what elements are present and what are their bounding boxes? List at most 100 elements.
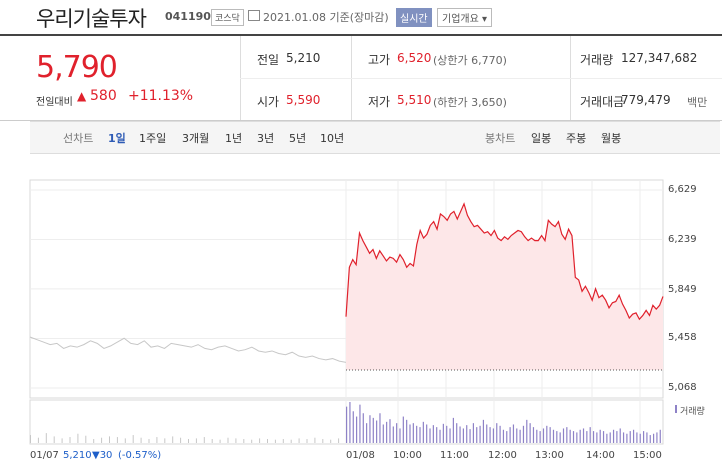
volume-bar — [416, 425, 418, 443]
tab-daily-candle[interactable]: 일봉 — [531, 132, 552, 145]
up-arrow-icon: ▲ — [77, 89, 87, 103]
volume-bar — [376, 420, 378, 443]
tab-monthly-candle[interactable]: 월봉 — [601, 132, 622, 145]
volume-bar — [469, 429, 471, 443]
tab-10year[interactable]: 10년 — [320, 132, 345, 145]
y-tick: 6,239 — [668, 234, 697, 245]
volume-bar — [496, 423, 498, 443]
volume-bar — [148, 439, 150, 443]
volume-bar — [569, 429, 571, 443]
volume-bar — [549, 427, 551, 443]
volume-bar — [396, 423, 398, 443]
volume-bar — [164, 438, 166, 443]
volume-bar — [656, 432, 658, 443]
market-badge: 코스닥 — [211, 9, 244, 26]
today-area-fill — [346, 203, 663, 370]
volume-bar — [502, 429, 505, 443]
volume-bar — [649, 435, 651, 443]
volume-bar — [499, 425, 501, 443]
volume-bar — [519, 429, 521, 443]
volume-bar — [456, 423, 458, 443]
tab-weekly-candle[interactable]: 주봉 — [566, 132, 587, 145]
volume-bar — [602, 431, 605, 443]
volume-bar — [532, 427, 535, 443]
stock-header: 우리기술투자 041190 코스닥 2021.01.08 기준(장마감) 실시간… — [0, 0, 722, 36]
volume-bar — [636, 432, 638, 443]
candle-chart-label: 봉차트 — [485, 132, 516, 145]
volume-bar — [616, 431, 618, 443]
volume-bar — [188, 439, 189, 443]
y-tick: 5,458 — [668, 332, 697, 343]
volume-bar — [399, 428, 401, 443]
tab-3year[interactable]: 3년 — [257, 132, 275, 145]
volume-bar — [486, 424, 488, 443]
volume-bar — [156, 437, 158, 443]
x-tick: 11:00 — [440, 450, 469, 461]
volume-bar — [274, 439, 276, 443]
volume-bar — [509, 427, 511, 443]
volume-bar — [652, 433, 655, 443]
volume-bar — [30, 435, 31, 443]
volume-bar — [432, 425, 434, 443]
volume-bar — [622, 432, 625, 443]
chart-period-tabs: 선차트 1일 1주일 3개월 1년 3년 5년 10년 봉차트 일봉 주봉 월봉 — [30, 121, 720, 154]
volume-bar — [612, 429, 615, 443]
volume-bar — [346, 406, 348, 443]
volume-bar — [382, 424, 384, 443]
volume-bar — [330, 439, 332, 443]
volume-bar — [132, 435, 134, 443]
volume-bars — [30, 402, 677, 443]
volume-bar — [412, 423, 414, 443]
change-value: 580 — [90, 88, 117, 104]
high-label: 고가 — [368, 53, 391, 67]
volume-bar — [429, 428, 431, 443]
volume-bar — [195, 438, 197, 443]
volume-bar — [659, 429, 661, 443]
price-summary: 5,790 전일대비 ▲ 580 +11.13% — [0, 36, 722, 121]
volume-bar — [579, 429, 581, 443]
tab-5year[interactable]: 5년 — [289, 132, 307, 145]
volume-bar — [211, 439, 213, 443]
volume-bar — [101, 437, 103, 443]
volume-bar — [576, 432, 578, 443]
volume-bar — [476, 427, 478, 443]
realtime-button[interactable]: 실시간 — [396, 8, 432, 27]
tab-1week[interactable]: 1주일 — [139, 132, 167, 145]
open-value: 5,590 — [286, 93, 321, 107]
volume-bar — [632, 429, 635, 443]
volume-bar — [219, 439, 221, 443]
tab-1year[interactable]: 1년 — [225, 132, 243, 145]
volume-bar — [203, 437, 205, 443]
volume-bar — [596, 432, 598, 443]
volume-bar — [251, 439, 253, 443]
volume-bar — [406, 419, 408, 443]
volume-bar — [314, 437, 316, 443]
high-value: 6,520 — [397, 51, 432, 65]
divider — [240, 78, 722, 79]
volume-bar — [566, 427, 568, 443]
volume-bar — [359, 404, 361, 443]
volume-bar — [386, 421, 388, 443]
prev-day-percent: (-0.57%) — [118, 450, 162, 461]
volume-bar — [482, 419, 485, 443]
open-label: 시가 — [257, 95, 280, 109]
volume-bar — [529, 423, 531, 443]
volume-bar — [646, 432, 648, 443]
company-info-button[interactable]: 기업개요 ▾ — [437, 8, 492, 27]
volume-bar — [322, 439, 324, 443]
volume-bar — [642, 431, 645, 443]
volume-bar — [409, 424, 411, 443]
volume-bar — [539, 431, 541, 443]
volume-bar — [449, 428, 451, 443]
volume-bar — [172, 436, 174, 443]
tab-3month[interactable]: 3개월 — [182, 132, 210, 145]
volume-bar — [546, 425, 548, 443]
volume-bar — [542, 428, 545, 443]
current-price: 5,790 — [36, 50, 118, 85]
tab-1day[interactable]: 1일 — [108, 132, 126, 145]
volume-bar — [446, 425, 448, 443]
amount-value: 779,479 — [621, 93, 671, 107]
volume-bar — [352, 411, 354, 443]
x-tick: 15:00 — [633, 450, 662, 461]
